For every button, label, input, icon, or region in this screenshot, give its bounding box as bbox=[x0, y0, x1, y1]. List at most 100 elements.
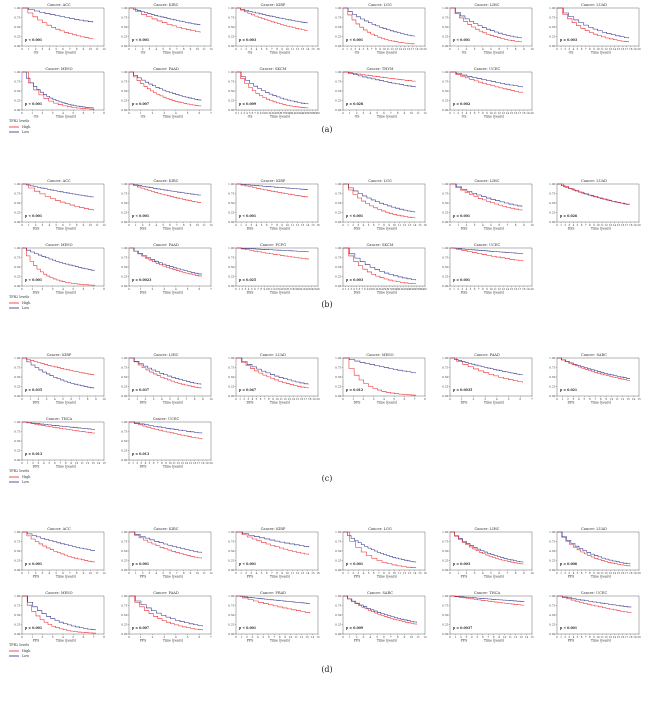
low-series-line bbox=[236, 357, 309, 385]
y-tick-label: 1.00 bbox=[549, 594, 555, 598]
y-tick-label: 0.75 bbox=[14, 16, 20, 20]
x-tick-label: 15 bbox=[530, 635, 534, 639]
x-tick-label: 1 bbox=[352, 397, 354, 401]
x-tick-label: 5 bbox=[72, 635, 74, 639]
y-tick-label: 1.00 bbox=[335, 356, 341, 360]
x-tick-label: 19 bbox=[633, 635, 637, 639]
x-axis-unit-label: Time (years) bbox=[163, 51, 183, 55]
y-tick-label: 0.25 bbox=[14, 559, 20, 563]
p-value-label: p = 0.001 bbox=[25, 562, 42, 566]
plot-title: Cancer: KIRC bbox=[154, 527, 179, 531]
x-tick-label: 10 bbox=[489, 111, 493, 115]
y-tick-label: 0.25 bbox=[335, 559, 341, 563]
y-tick-label: 0.25 bbox=[335, 385, 341, 389]
y-tick-label: 0.25 bbox=[228, 99, 234, 103]
x-tick-label: 15 bbox=[510, 287, 514, 291]
y-tick-label: 0.25 bbox=[335, 623, 341, 627]
low-series-line bbox=[22, 71, 95, 109]
low-series-line bbox=[557, 183, 630, 205]
x-tick-label: 1 bbox=[457, 223, 459, 227]
x-tick-label: 11 bbox=[417, 635, 421, 639]
y-tick-label: 0.25 bbox=[228, 211, 234, 215]
x-tick-label: 4 bbox=[246, 111, 248, 115]
x-axis-unit-label: Time (years) bbox=[377, 291, 397, 295]
x-tick-label: 30 bbox=[316, 111, 320, 115]
x-tick-label: 0 bbox=[449, 47, 451, 51]
y-tick-label: 0.50 bbox=[335, 201, 341, 205]
y-tick-label: 0.00 bbox=[335, 632, 341, 636]
legend-title: TFR2 levels bbox=[9, 469, 29, 473]
p-value-label: p < 0.001 bbox=[25, 214, 42, 218]
x-tick-label: 2 bbox=[246, 635, 248, 639]
x-tick-label: 25 bbox=[410, 287, 414, 291]
plot-title: Cancer: MESO bbox=[45, 243, 72, 247]
y-tick-label: 0.25 bbox=[228, 623, 234, 627]
p-value-label: p = 0.001 bbox=[453, 278, 470, 282]
y-tick-label: 0.75 bbox=[121, 256, 127, 260]
high-series-line bbox=[129, 183, 201, 203]
x-tick-label: 4 bbox=[363, 223, 365, 227]
high-series-line bbox=[236, 247, 309, 260]
km-plot: Cancer: MESO 1.00 0.75 0.50 0.25 0.000 1 2 3 4 5 6 7… bbox=[14, 243, 105, 295]
y-tick-label: 0.25 bbox=[14, 449, 20, 453]
y-tick-label: 0.50 bbox=[14, 201, 20, 205]
p-value-label: p = 0.0035 bbox=[453, 388, 472, 392]
x-axis-unit-label: Time (years) bbox=[163, 639, 183, 643]
x-tick-label: 12 bbox=[605, 223, 609, 227]
y-tick-label: 1.00 bbox=[442, 6, 448, 10]
y-tick-label: 0.00 bbox=[228, 568, 234, 572]
x-tick-label: 10 bbox=[596, 223, 600, 227]
y-tick-label: 1.00 bbox=[549, 182, 555, 186]
x-tick-label: 14 bbox=[273, 111, 277, 115]
x-tick-label: 5 bbox=[249, 111, 251, 115]
y-tick-label: 0.50 bbox=[549, 613, 555, 617]
x-tick-label: 0 bbox=[21, 571, 23, 575]
y-tick-label: 0.50 bbox=[14, 89, 20, 93]
x-tick-label: 14 bbox=[506, 287, 510, 291]
x-tick-label: 1 bbox=[31, 111, 33, 115]
x-tick-label: 8 bbox=[65, 461, 67, 465]
x-tick-label: 11 bbox=[203, 571, 207, 575]
y-tick-label: 0.25 bbox=[14, 385, 20, 389]
x-tick-label: 10 bbox=[410, 635, 414, 639]
p-value-label: p = 0.001 bbox=[25, 626, 42, 630]
x-tick-label: 2 bbox=[363, 397, 365, 401]
x-tick-label: 3 bbox=[461, 287, 463, 291]
y-tick-label: 0.25 bbox=[442, 623, 448, 627]
y-tick-label: 0.00 bbox=[14, 220, 20, 224]
x-tick-label: 7 bbox=[69, 223, 71, 227]
low-series-line bbox=[450, 531, 524, 563]
km-plot: Cancer: LIHC 1.00 0.75 0.50 0.25 0.000 1 2 3 4 5 6 7… bbox=[121, 353, 213, 405]
high-series-line bbox=[129, 357, 202, 389]
y-tick-label: 0.50 bbox=[549, 375, 555, 379]
x-tick-label: 11 bbox=[172, 461, 176, 465]
x-tick-label: 2 bbox=[564, 571, 566, 575]
y-tick-label: 0.50 bbox=[14, 25, 20, 29]
x-axis-label: DFS bbox=[568, 401, 575, 405]
y-tick-label: 0.50 bbox=[14, 265, 20, 269]
x-tick-label: 2 bbox=[35, 571, 37, 575]
x-axis-unit-label: Time (years) bbox=[56, 227, 76, 231]
plot-title: Cancer: ACC bbox=[47, 179, 71, 183]
x-axis-label: PFS bbox=[33, 575, 40, 579]
x-axis-unit-label: Time (years) bbox=[484, 51, 504, 55]
y-tick-label: 0.50 bbox=[121, 549, 127, 553]
y-tick-label: 1.00 bbox=[121, 6, 127, 10]
y-tick-label: 0.75 bbox=[228, 16, 234, 20]
x-tick-label: 21 bbox=[301, 287, 305, 291]
x-tick-label: 2 bbox=[460, 635, 462, 639]
y-tick-label: 1.00 bbox=[121, 530, 127, 534]
x-tick-label: 3 bbox=[243, 111, 245, 115]
y-tick-label: 1.00 bbox=[228, 6, 234, 10]
p-value-label: p < 0.001 bbox=[25, 102, 42, 106]
x-tick-label: 20 bbox=[316, 397, 320, 401]
x-axis-label: OS bbox=[248, 51, 253, 55]
x-tick-label: 2 bbox=[564, 223, 566, 227]
x-tick-label: 0 bbox=[128, 461, 130, 465]
x-tick-label: 3 bbox=[484, 397, 486, 401]
x-tick-label: 0 bbox=[128, 111, 130, 115]
x-tick-label: 4 bbox=[156, 47, 158, 51]
